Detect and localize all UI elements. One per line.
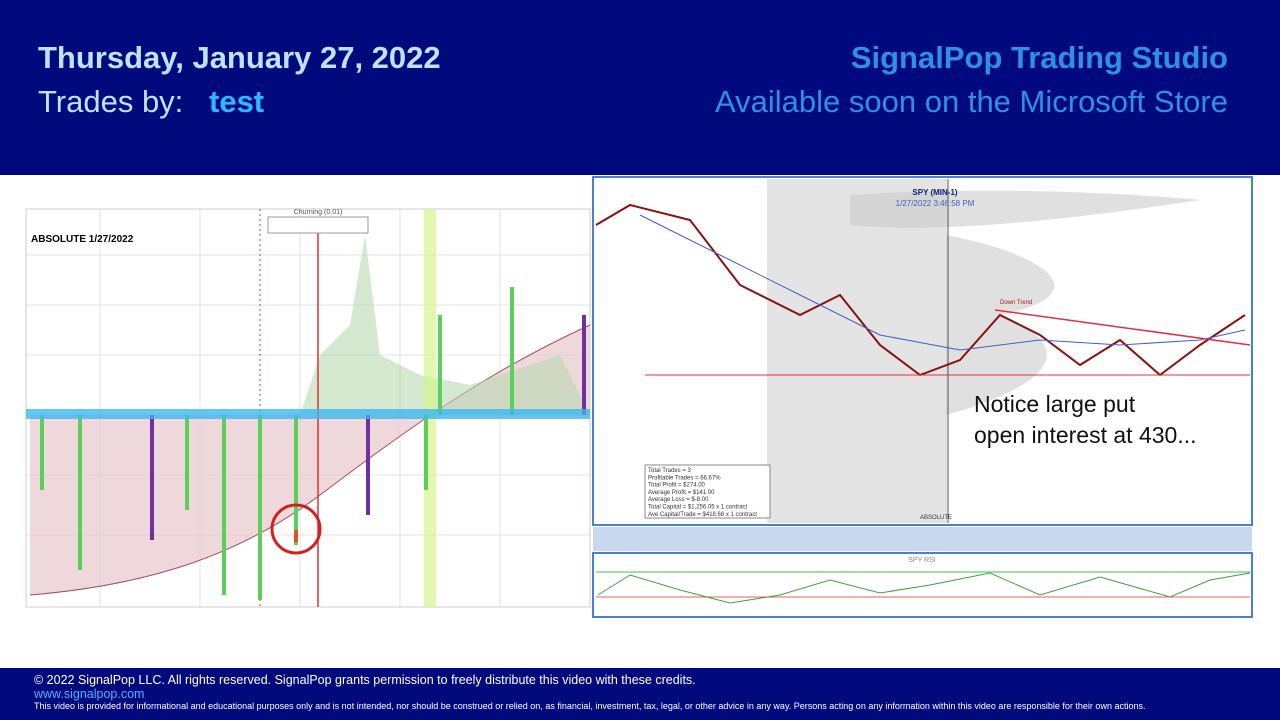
- stat-line: Profitable Trades = 66.67%: [648, 475, 721, 481]
- disclaimer: This video is provided for informational…: [34, 701, 1146, 711]
- footer: © 2022 SignalPop LLC. All rights reserve…: [34, 673, 1145, 711]
- volume-profile: [946, 235, 1055, 415]
- brand: SignalPop Trading Studio: [850, 40, 1228, 75]
- area: [30, 325, 590, 595]
- trades-label: Trades by:: [38, 84, 184, 119]
- stat-line: Average Profit = $141.00: [648, 490, 715, 496]
- time-axis: [593, 527, 1252, 551]
- highlight-band: [424, 209, 436, 607]
- left-chart: Churning (0.01) ABSOLUTE 1/27/2022: [25, 208, 591, 608]
- timestamp: 1/27/2022 3:46:58 PM: [896, 199, 975, 208]
- annotation: Notice large put: [974, 391, 1136, 417]
- volume-profile: [850, 190, 1200, 228]
- stats-box: [644, 464, 771, 519]
- trend-line: [994, 309, 1251, 346]
- annotation: open interest at 430...: [974, 422, 1197, 448]
- stat-line: Total Capital = $1,256.05 x 1 contract: [648, 505, 748, 511]
- highlight-circle: [270, 503, 322, 555]
- session-shade: [767, 179, 947, 523]
- rsi-panel: [592, 552, 1253, 618]
- url[interactable]: www.signalpop.com: [34, 687, 145, 701]
- indicator-box: [267, 216, 369, 234]
- stat-line: Total Profit = $274.00: [648, 483, 706, 489]
- stat-line: Average Loss = $-8.00: [648, 497, 709, 503]
- stat-line: Total Trades = 3: [648, 468, 692, 474]
- indicator-label: Churning (0.01): [294, 209, 343, 216]
- copyright: © 2022 SignalPop LLC. All rights reserve…: [34, 673, 696, 687]
- symbol: SPY (MIN-1): [912, 188, 958, 197]
- right-chart: SPY (MIN-1) 1/27/2022 3:46:58 PM Down Tr…: [592, 176, 1253, 618]
- area: [300, 235, 590, 415]
- trader: test: [209, 84, 265, 119]
- date: Thursday, January 27, 2022: [38, 40, 441, 75]
- chart-title: ABSOLUTE 1/27/2022: [31, 234, 134, 245]
- content: Churning (0.01) ABSOLUTE 1/27/2022 SPY (…: [0, 175, 1280, 668]
- bottom-label: ABSOLUTE: [920, 515, 952, 521]
- bars: [26, 287, 590, 600]
- trend-label: Down Trend: [1000, 300, 1032, 306]
- rsi-label: SPY RSI: [908, 557, 936, 564]
- moving-average: [639, 214, 1246, 351]
- charts: Churning (0.01) ABSOLUTE 1/27/2022 SPY (…: [25, 176, 1253, 618]
- tagline: Available soon on the Microsoft Store: [715, 84, 1228, 119]
- stat-line: Ave Capital/Trade = $418.68 x 1 contract: [648, 512, 757, 518]
- curve: [29, 324, 591, 596]
- rsi-line: [597, 572, 1251, 604]
